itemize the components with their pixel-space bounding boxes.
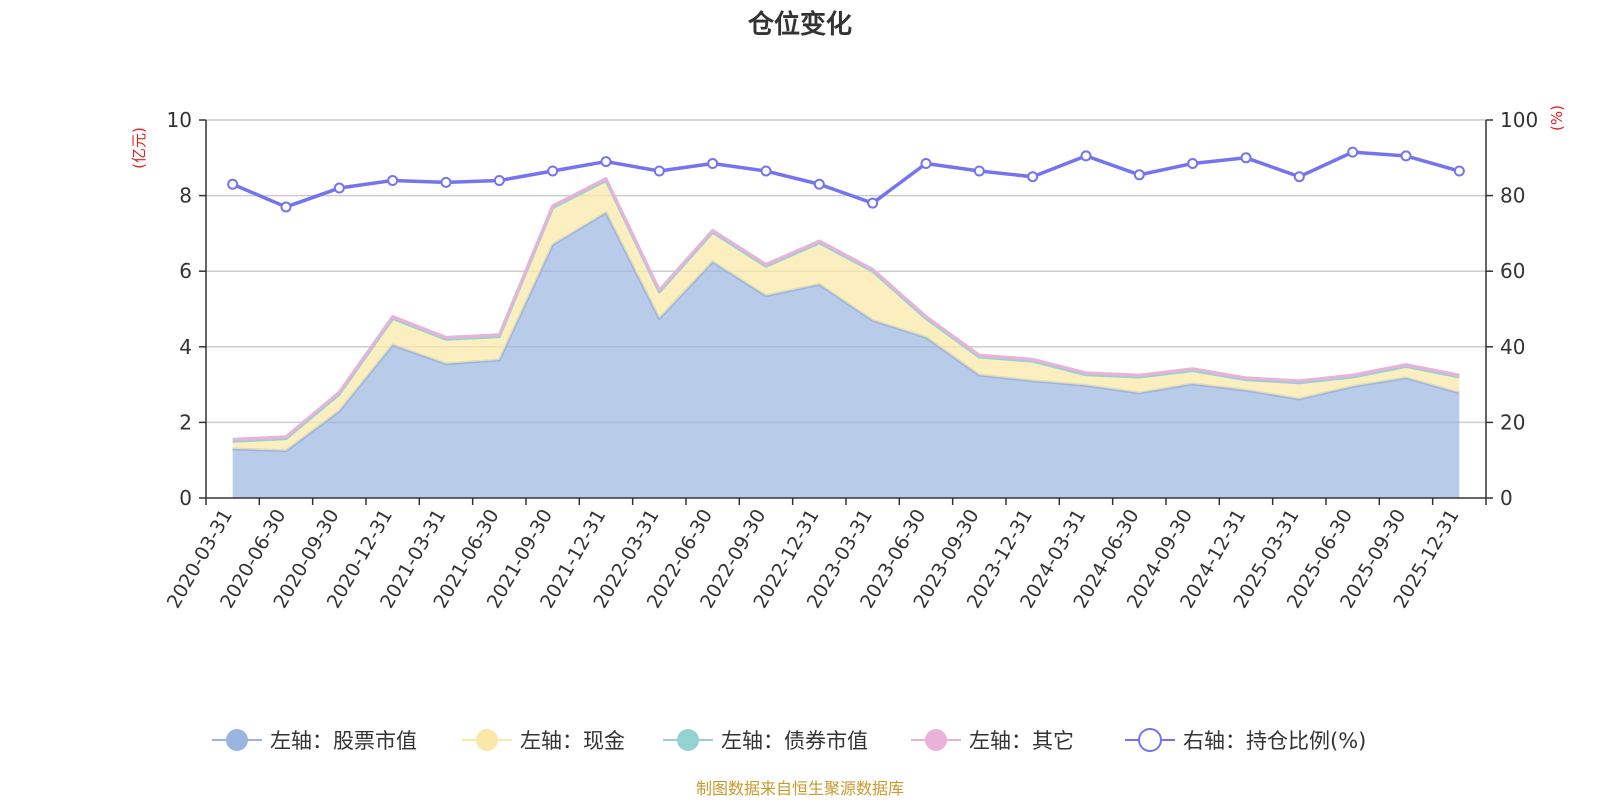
ratio-point — [1080, 150, 1092, 162]
stacked-areas — [232, 177, 1460, 499]
legend-label: 左轴：股票市值 — [270, 729, 417, 753]
left-tick-label: 4 — [179, 335, 192, 359]
ratio-point — [813, 178, 825, 190]
legend-label: 左轴：债券市值 — [721, 729, 868, 753]
holding-ratio-line — [227, 146, 1465, 213]
area-股票市值 — [232, 212, 1460, 499]
ratio-point — [1133, 169, 1145, 181]
legend-marker — [226, 729, 248, 751]
right-tick-label: 0 — [1500, 486, 1513, 510]
area-edge-其它 — [232, 177, 1460, 441]
ratio-point — [1347, 146, 1359, 158]
ratio-point — [707, 157, 719, 169]
left-tick-label: 10 — [167, 108, 192, 132]
left-tick-label: 8 — [179, 184, 192, 208]
right-tick-label: 80 — [1500, 184, 1525, 208]
ratio-point — [1400, 150, 1412, 162]
ratio-point — [1453, 165, 1465, 177]
ratio-point — [440, 176, 452, 188]
legend-marker — [1138, 728, 1162, 752]
legend-label: 左轴：其它 — [969, 729, 1074, 753]
ratio-point — [653, 165, 665, 177]
ratio-point — [280, 201, 292, 213]
area-edge-股票市值 — [232, 211, 1460, 453]
ratio-point — [1240, 152, 1252, 164]
left-tick-label: 2 — [179, 410, 192, 434]
chart-title: 仓位变化 — [747, 9, 852, 40]
legend: 左轴：股票市值 左轴：现金 左轴：债券市值 左轴：其它 右轴：持仓比例(%) — [212, 728, 1366, 753]
ratio-point — [333, 182, 345, 194]
ratio-point — [1293, 171, 1305, 183]
right-axis-unit: (%) — [1548, 105, 1566, 131]
ratio-point — [1187, 157, 1199, 169]
left-axis-unit: (亿元) — [130, 127, 148, 169]
ratio-point — [1027, 171, 1039, 183]
legend-marker — [476, 729, 498, 751]
legend-label: 右轴：持仓比例(%) — [1183, 729, 1366, 753]
left-tick-label: 0 — [179, 486, 192, 510]
right-tick-label: 60 — [1500, 259, 1525, 283]
ratio-point — [227, 178, 239, 190]
legend-marker — [677, 729, 699, 751]
ratio-point — [973, 165, 985, 177]
ratio-point — [600, 156, 612, 168]
right-tick-label: 40 — [1500, 335, 1525, 359]
source-note: 制图数据来自恒生聚源数据库 — [696, 779, 904, 798]
left-tick-label: 6 — [179, 259, 192, 283]
legend-label: 左轴：现金 — [520, 729, 625, 753]
ratio-line-path — [231, 150, 1460, 209]
ratio-point — [920, 157, 932, 169]
legend-marker — [925, 729, 947, 751]
ratio-point — [760, 165, 772, 177]
ratio-point — [493, 174, 505, 186]
right-tick-label: 20 — [1500, 410, 1525, 434]
right-tick-label: 100 — [1500, 108, 1538, 132]
area-现金 — [232, 180, 1460, 451]
ratio-point — [387, 174, 399, 186]
ratio-point — [547, 165, 559, 177]
ratio-point — [867, 197, 879, 209]
